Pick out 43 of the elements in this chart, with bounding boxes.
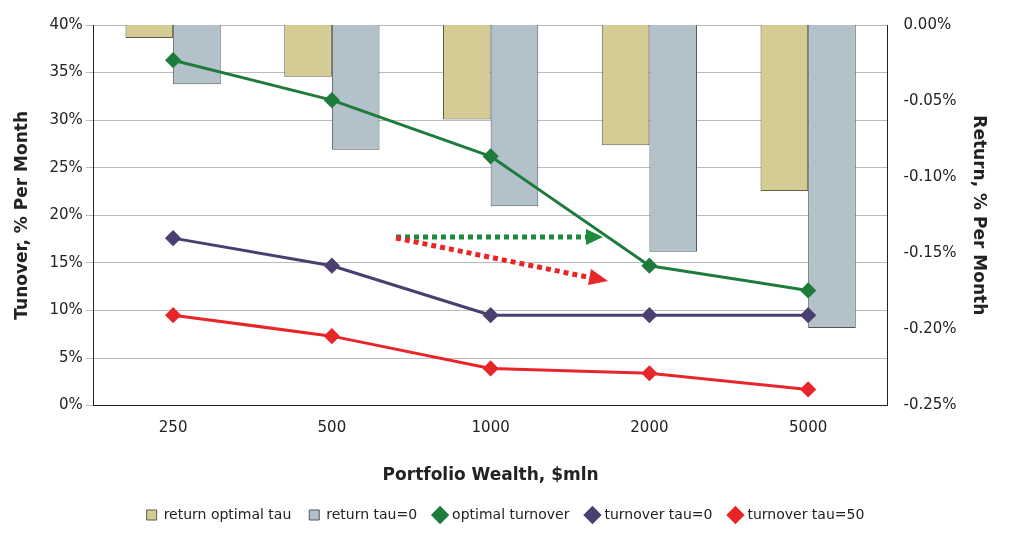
point [483, 307, 499, 323]
y2-tick-label: 0.00% [903, 14, 952, 33]
y-tick-label: 25% [49, 157, 83, 176]
x-tick-label: 5000 [789, 418, 828, 437]
y2-tick-label: -0.20% [903, 319, 957, 338]
point [641, 258, 657, 274]
point [483, 360, 499, 376]
x-tick-label: 500 [317, 418, 347, 437]
point [165, 307, 181, 323]
legend-label: return tau=0 [326, 505, 418, 522]
point [483, 148, 499, 164]
y-axis-title: Tunover, % Per Month [10, 110, 31, 320]
legend-label: return optimal tau [163, 505, 292, 522]
point [324, 92, 340, 108]
y-tick-label: 30% [49, 110, 83, 129]
y-tick-label: 40% [49, 14, 83, 33]
x-tick-label: 1000 [471, 418, 510, 437]
legend-label: optimal turnover [452, 505, 570, 522]
x-tick-label: 250 [158, 418, 188, 437]
y-tick-label: 10% [49, 300, 83, 319]
point [324, 258, 340, 274]
y-tick-label: 0% [58, 395, 83, 414]
point [641, 365, 657, 381]
point [800, 381, 816, 397]
legend-label: turnover tau=50 [747, 505, 865, 522]
point [641, 307, 657, 323]
y2-tick-label: -0.15% [903, 243, 957, 262]
y-tick-label: 15% [49, 252, 83, 271]
y-tick-label: 5% [58, 347, 83, 366]
point [165, 52, 181, 68]
x-tick-label: 2000 [630, 418, 669, 437]
y2-tick-label: -0.25% [903, 395, 957, 414]
point [165, 230, 181, 246]
y2-tick-label: -0.05% [903, 91, 957, 110]
legend-label: turnover tau=0 [604, 505, 713, 522]
y-tick-label: 35% [49, 62, 83, 81]
point [800, 307, 816, 323]
y2-tick-label: -0.10% [903, 167, 957, 186]
y2-axis-title: Return, % Per Month [970, 115, 991, 316]
x-axis-title: Portfolio Wealth, $mln [382, 464, 599, 485]
y-tick-label: 20% [49, 205, 83, 224]
point [800, 282, 816, 298]
point [324, 328, 340, 344]
